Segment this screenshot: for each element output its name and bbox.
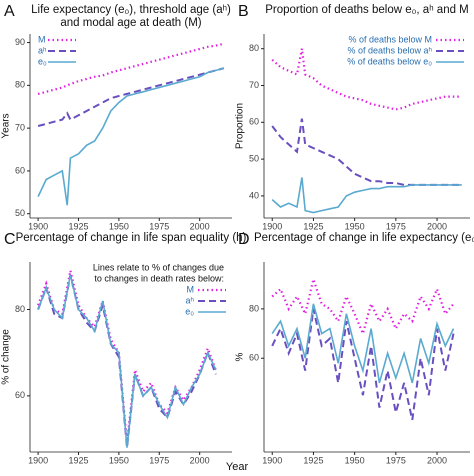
series-line: [37, 274, 217, 448]
x-tick-label: 1925: [303, 221, 323, 231]
x-tick-label: 1900: [28, 455, 48, 465]
series-line: [271, 48, 462, 111]
x-tick-label: 2000: [427, 221, 447, 231]
y-tick-label: 60: [249, 353, 259, 363]
x-tick-label: 1975: [386, 455, 406, 465]
y-tick-label: 40: [249, 190, 259, 200]
y-tick-label: 60: [15, 165, 25, 175]
y-tick-label: 90: [15, 37, 25, 47]
y-tick-label: 80: [15, 304, 25, 314]
x-tick-label: 2000: [190, 455, 210, 465]
series-line: [271, 303, 455, 384]
y-tick-label: 50: [15, 208, 25, 218]
y-axis-label: %: [235, 352, 246, 361]
y-tick-label: 50: [249, 153, 259, 163]
series-line: [271, 308, 455, 421]
x-tick-label: 1975: [149, 455, 169, 465]
x-tick-label: 1950: [345, 221, 365, 231]
y-tick-label: 70: [15, 123, 25, 133]
x-tick-label: 2000: [427, 455, 447, 465]
x-tick-label: 1900: [262, 221, 282, 231]
x-tick-label: 2000: [190, 221, 210, 231]
panel-letter: B: [238, 3, 249, 20]
y-axis-label: Proportion: [235, 103, 246, 149]
y-tick-label: 70: [249, 80, 259, 90]
panel-title: Life expectancy (e₀), threshold age (aʰ): [31, 4, 231, 16]
x-tick-label: 1925: [68, 221, 88, 231]
x-tick-label: 1900: [28, 221, 48, 231]
legend-note: to changes in death rates below:: [94, 273, 224, 283]
x-tick-label: 1925: [303, 455, 323, 465]
y-tick-label: 80: [249, 43, 259, 53]
series-line: [271, 275, 455, 337]
legend-label: aʰ: [38, 45, 47, 55]
series-line: [37, 67, 225, 127]
panel-title: Percentage of change in life span equali…: [16, 232, 247, 244]
legend-label: M: [187, 284, 195, 294]
panel-letter: C: [4, 231, 16, 248]
x-tick-label: 1975: [386, 221, 406, 231]
y-tick-label: 80: [15, 80, 25, 90]
y-tick-label: 60: [15, 390, 25, 400]
legend-note: Lines relate to % of changes due: [93, 262, 224, 272]
panel-title: Proportion of deaths below e₀, aʰ and M: [265, 4, 469, 16]
legend-label: M: [38, 34, 46, 44]
y-axis-label: Years: [1, 113, 12, 138]
panel-title: Percentage of change in life expectancy …: [254, 232, 474, 244]
x-tick-label: 1900: [262, 455, 282, 465]
x-tick-label: 1950: [109, 455, 129, 465]
x-axis-label: Year: [226, 461, 249, 473]
y-axis-label: % of change: [1, 329, 12, 385]
legend-label: % of deaths below e₀: [347, 56, 432, 66]
series-line: [271, 177, 462, 214]
y-tick-label: 80: [249, 303, 259, 313]
legend-label: e₀: [38, 56, 47, 66]
x-tick-label: 1950: [345, 455, 365, 465]
y-tick-label: 60: [249, 117, 259, 127]
legend-label: % of deaths below M: [348, 34, 432, 44]
panel-letter: A: [4, 3, 15, 20]
panel-letter: D: [238, 231, 250, 248]
x-tick-label: 1950: [109, 221, 129, 231]
x-tick-label: 1925: [68, 455, 88, 465]
legend-label: % of deaths below aʰ: [347, 45, 432, 55]
series-line: [37, 67, 225, 206]
legend-label: aʰ: [186, 295, 195, 305]
x-tick-label: 1975: [149, 221, 169, 231]
legend-label: e₀: [185, 306, 194, 316]
panel-title: and modal age at death (M): [60, 17, 201, 29]
series-line: [271, 118, 462, 186]
